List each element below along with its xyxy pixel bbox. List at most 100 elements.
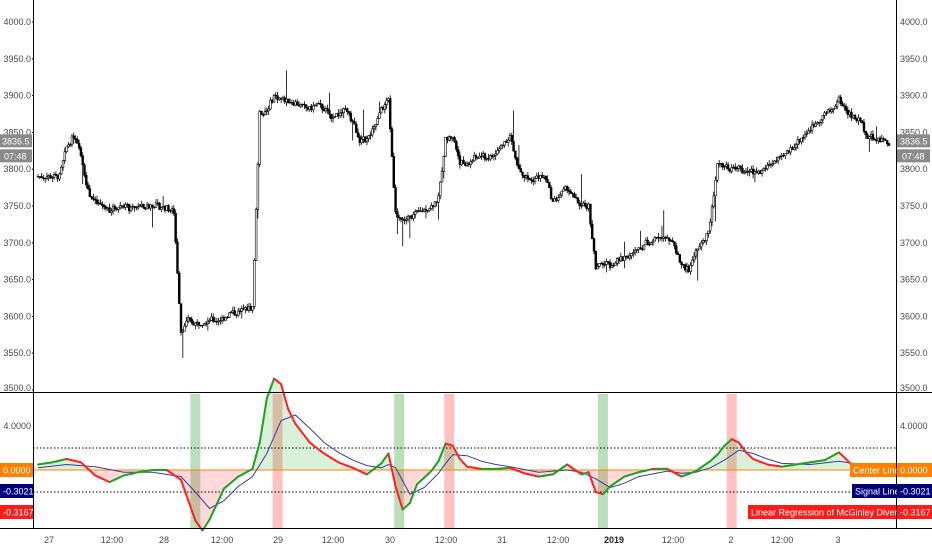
candle-body	[262, 114, 265, 116]
price-tick-left: 3700.0	[3, 238, 31, 248]
candle-body	[776, 156, 780, 162]
candle-body	[850, 111, 853, 119]
price-tick-left: 3650.0	[3, 275, 31, 285]
candle-body	[521, 171, 524, 176]
candle-body	[734, 166, 737, 170]
candle-body	[380, 107, 383, 114]
candle-body	[803, 134, 807, 138]
candle-body	[179, 303, 183, 333]
regression-line-segment	[455, 451, 461, 460]
candle-body	[229, 311, 233, 314]
candle-body	[766, 164, 769, 169]
candle-body	[94, 199, 97, 201]
candle-body	[272, 94, 276, 103]
candle-body	[691, 259, 694, 266]
candle-body	[716, 163, 719, 181]
candle-body	[330, 114, 333, 120]
candle-body	[800, 137, 803, 143]
candle-body	[801, 136, 805, 139]
candle-body	[49, 175, 52, 179]
regression-line-segment	[201, 524, 208, 532]
candle-body	[299, 104, 303, 107]
candle-body	[671, 240, 674, 242]
candle-body	[326, 108, 329, 111]
candle-body	[784, 153, 787, 157]
candle-body	[219, 320, 222, 322]
candle-body	[397, 216, 401, 219]
osc-tick-left: 4.0000	[3, 421, 31, 431]
time-tick: 29	[273, 535, 283, 545]
price-badge-bg-right	[897, 134, 930, 148]
regression-line-segment	[437, 451, 443, 463]
candle-body	[598, 263, 601, 267]
candle-body	[639, 247, 642, 249]
price-tick-left: 3800.0	[3, 164, 31, 174]
candle-body	[489, 155, 492, 160]
candle-body	[414, 211, 417, 215]
osc-series-label: Center Line	[853, 466, 900, 476]
candle-body	[651, 240, 655, 244]
time-tick: 12:00	[101, 535, 124, 545]
candle-body	[558, 194, 562, 198]
candle-body	[197, 321, 201, 326]
candle-body	[444, 137, 447, 157]
candle-body	[517, 164, 521, 169]
candle-body	[610, 265, 614, 269]
candle-body	[499, 145, 503, 150]
candle-body	[378, 112, 381, 119]
candle-body	[129, 206, 133, 212]
time-tick: 12:00	[547, 535, 570, 545]
time-tick: 28	[159, 535, 169, 545]
candle-body	[830, 109, 833, 113]
time-tick: 12:00	[662, 535, 685, 545]
candle-body	[206, 320, 210, 324]
candle-body	[834, 106, 837, 110]
candle-body	[371, 128, 374, 136]
candle-body	[696, 248, 699, 251]
price-tick-right: 3600.0	[900, 311, 928, 321]
candle-body	[601, 263, 605, 266]
candle-body	[594, 250, 597, 270]
candle-body	[360, 139, 363, 143]
candle-body	[519, 168, 522, 173]
candle-body	[735, 168, 739, 170]
candle-body	[805, 133, 808, 135]
regression-line-segment	[587, 471, 594, 484]
regression-line-segment	[205, 518, 211, 526]
candle-body	[76, 139, 79, 144]
candle-body	[859, 117, 862, 122]
candle-body	[190, 318, 193, 324]
candle-body	[633, 250, 637, 253]
regression-line-segment	[394, 485, 401, 500]
regression-line-segment	[408, 492, 415, 504]
regression-line-segment	[180, 478, 186, 492]
candle-body	[741, 167, 744, 174]
regression-line-segment	[391, 469, 397, 488]
price-badge-value-right: 3836.5	[900, 136, 928, 146]
axis-ticks: 4000.0 4000.0 3950.0 3950.0 3900.0 3900.0 3850…	[3, 17, 927, 545]
time-tick: 12:00	[322, 535, 345, 545]
candle-body	[401, 218, 404, 221]
price-tick-right: 3750.0	[900, 201, 928, 211]
candle-body	[884, 139, 887, 141]
candle-body	[578, 202, 581, 206]
candle-body	[321, 104, 324, 110]
candle-body	[839, 96, 842, 104]
candle-body	[871, 134, 875, 140]
candle-body	[233, 310, 236, 316]
candle-body	[739, 165, 742, 169]
candle-body	[276, 95, 279, 100]
price-tick-right: 3850.0	[900, 127, 928, 137]
candle-body	[689, 265, 692, 273]
candle-body	[188, 317, 192, 320]
signal-bar-red-1	[272, 394, 283, 528]
price-tick-right: 3550.0	[900, 348, 928, 358]
candle-body	[748, 171, 751, 173]
candle-body	[628, 255, 631, 259]
candle-body	[692, 255, 696, 261]
candle-body	[81, 155, 84, 166]
candle-body	[136, 206, 140, 209]
price-tick-right: 3950.0	[900, 54, 928, 64]
candle-body	[176, 241, 179, 274]
